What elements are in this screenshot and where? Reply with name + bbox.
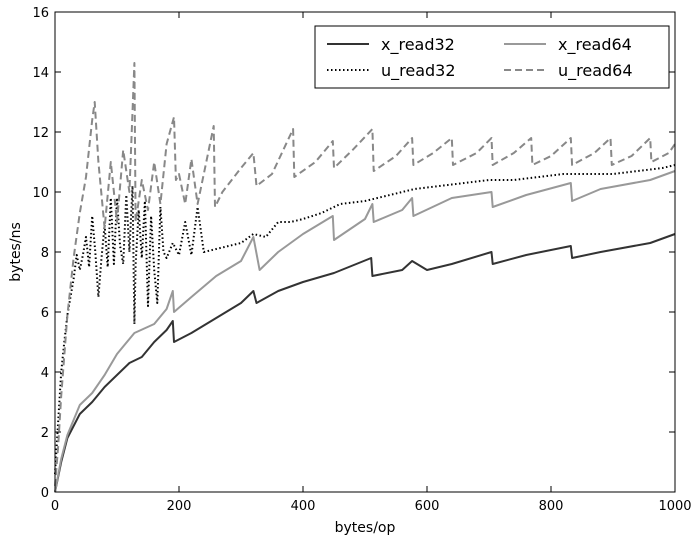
legend: x_read32 u_read32 x_read64 u_read64 (314, 25, 670, 89)
y-tick-label: 4 (41, 366, 49, 381)
series-line-u-read32 (54, 164, 676, 475)
series-layer (54, 62, 676, 493)
x-tick-label: 800 (539, 499, 564, 514)
legend-label-u-read32: u_read32 (381, 61, 456, 81)
x-tick-label: 0 (51, 499, 59, 514)
y-tick-label: 0 (41, 486, 49, 501)
series-line-x-read64 (54, 170, 676, 493)
x-tick-label: 1000 (658, 499, 691, 514)
y-tick-label: 6 (41, 306, 49, 321)
x-axis-label: bytes/op (335, 520, 396, 536)
x-tick-label: 600 (415, 499, 440, 514)
legend-label-x-read32: x_read32 (381, 35, 455, 55)
x-tick-label: 400 (291, 499, 316, 514)
y-tick-label: 12 (32, 126, 49, 141)
series-line-x-read32 (54, 233, 676, 493)
y-axis-label: bytes/ns (8, 222, 24, 281)
legend-label-x-read64: x_read64 (558, 35, 632, 55)
legend-label-u-read64: u_read64 (558, 61, 633, 81)
y-tick-label: 14 (32, 66, 49, 81)
y-tick-label: 10 (32, 186, 49, 201)
ticks-layer: 0 200 400 600 800 1000 0 2 4 6 8 10 12 14 16 (32, 6, 691, 514)
y-tick-label: 2 (41, 426, 49, 441)
y-tick-label: 8 (41, 246, 49, 261)
legend-box (314, 25, 670, 89)
x-tick-label: 200 (167, 499, 192, 514)
series-line-u-read64 (54, 62, 676, 487)
y-tick-label: 16 (32, 6, 49, 21)
